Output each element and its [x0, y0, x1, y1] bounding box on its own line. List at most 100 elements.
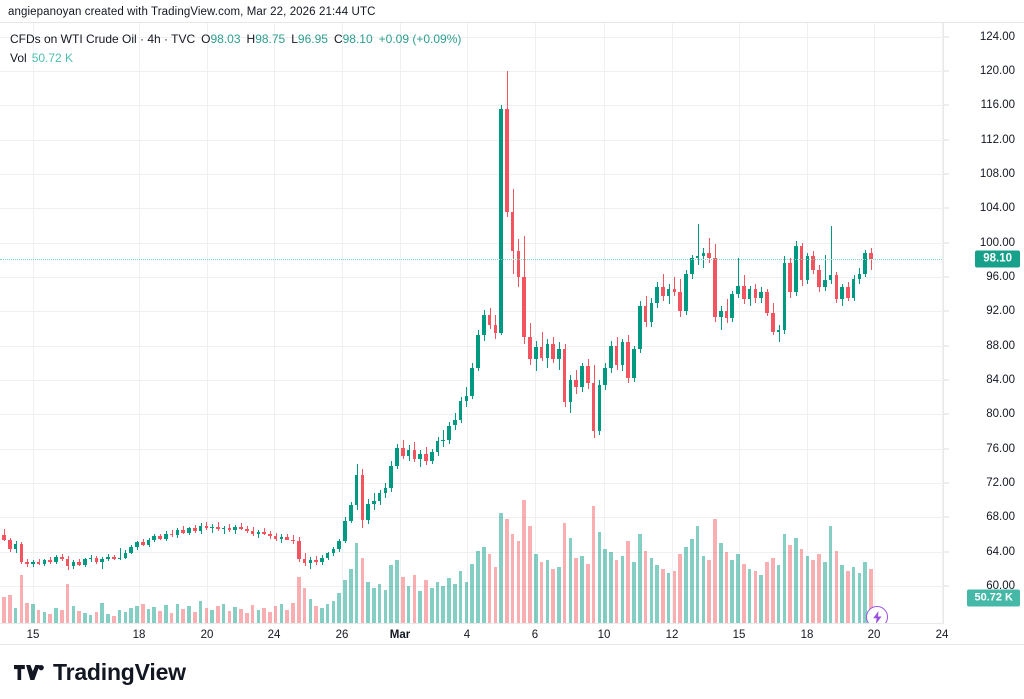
- volume-bar: [499, 513, 503, 623]
- price-tick-dash: [944, 413, 949, 415]
- candle-body: [383, 488, 388, 494]
- candle-wick: [703, 247, 705, 269]
- candle-wick: [217, 522, 219, 532]
- price-change: +0.09 (+0.09%): [378, 32, 462, 46]
- candle-body: [140, 542, 145, 545]
- candle-body: [499, 108, 503, 333]
- candle-body: [152, 536, 157, 540]
- volume-bar: [164, 605, 168, 623]
- chart-plot-area[interactable]: CFDs on WTI Crude Oil · 4h · TVC O98.03 H9…: [0, 23, 944, 623]
- volume-bar: [730, 559, 735, 623]
- price-axis-tick: 108.00: [979, 168, 1015, 180]
- volume-bar: [256, 610, 261, 623]
- candle-body: [372, 501, 376, 504]
- volume-bar: [464, 582, 469, 623]
- volume-bar: [210, 610, 214, 623]
- candle-wick: [824, 254, 826, 291]
- price-axis-tick: 76.00: [986, 442, 1015, 455]
- volume-bar: [372, 587, 376, 623]
- candle-body: [470, 368, 474, 397]
- price-tick-dash: [944, 242, 949, 244]
- gridline-vertical: [467, 23, 468, 623]
- volume-bar: [770, 558, 775, 623]
- close-value: 98.10: [342, 32, 373, 46]
- volume-bar: [857, 572, 862, 623]
- candle-body: [239, 526, 243, 530]
- price-tick-dash: [944, 276, 949, 278]
- gridline-horizontal: [0, 277, 943, 278]
- volume-bar: [25, 602, 29, 623]
- volume-bar: [268, 611, 272, 623]
- candle-body: [349, 505, 353, 521]
- price-axis-tick: 120.00: [979, 65, 1015, 78]
- volume-bar: [557, 567, 561, 623]
- candle-body: [510, 211, 515, 252]
- price-tick-dash: [944, 379, 949, 381]
- volume-bar: [447, 578, 451, 623]
- realtime-lightning-badge[interactable]: [866, 606, 888, 623]
- volume-bar: [649, 558, 654, 623]
- candle-body: [678, 292, 683, 312]
- volume-bar: [54, 608, 58, 623]
- footer-branding: TradingView: [0, 645, 1024, 699]
- volume-bar: [869, 569, 873, 623]
- candle-body: [210, 526, 214, 529]
- candle-body: [60, 556, 64, 560]
- volume-bar: [707, 559, 711, 623]
- candle-wick: [778, 325, 780, 343]
- candle-body: [481, 314, 486, 336]
- volume-bar: [626, 541, 631, 623]
- volume-bar: [48, 613, 53, 623]
- volume-bar: [285, 610, 289, 623]
- candle-body: [435, 440, 440, 453]
- volume-bar: [863, 561, 867, 623]
- volume-bar: [343, 580, 347, 623]
- candle-body: [603, 368, 607, 386]
- candle-wick: [206, 521, 208, 531]
- volume-bar: [643, 550, 648, 623]
- time-axis-tick: 12: [665, 629, 679, 641]
- candle-body: [753, 289, 758, 298]
- volume-bar: [701, 556, 706, 623]
- open-label: O: [201, 32, 211, 46]
- volume-bar: [181, 609, 185, 623]
- volume-bar: [377, 584, 382, 623]
- candle-body: [106, 556, 110, 559]
- volume-bar: [435, 582, 440, 623]
- time-axis[interactable]: 15 18 20 24 26 Mar 4 6 10 12 15 18 20 24: [0, 623, 948, 646]
- gridline-vertical: [535, 23, 536, 623]
- volume-bar: [510, 533, 515, 623]
- candle-body: [597, 385, 602, 432]
- volume-bar: [695, 526, 700, 623]
- volume-bar: [100, 602, 105, 623]
- legend-volume-row: Vol 50.72 K: [10, 50, 461, 66]
- candle-body: [794, 246, 798, 293]
- volume-bar: [320, 608, 324, 623]
- volume-bar: [250, 605, 255, 623]
- legend-main-row: CFDs on WTI Crude Oil · 4h · TVC O98.03 H9…: [10, 31, 461, 47]
- volume-bar: [481, 546, 486, 623]
- candle-wick: [102, 556, 104, 569]
- candle-body: [129, 546, 133, 553]
- candle-body: [135, 542, 139, 547]
- current-price-badge[interactable]: 98.10: [975, 250, 1020, 268]
- volume-bar: [412, 574, 417, 623]
- candle-body: [216, 526, 220, 530]
- candle-wick: [738, 258, 740, 298]
- volume-bar: [2, 597, 6, 623]
- candle-body: [545, 343, 550, 358]
- candle-body: [776, 330, 781, 332]
- price-axis[interactable]: 124.00 120.00 116.00 112.00 108.00 104.00 100.…: [944, 23, 1024, 623]
- candle-body: [533, 347, 538, 360]
- candle-body: [164, 533, 168, 539]
- current-volume-badge[interactable]: 50.72 K: [967, 589, 1020, 607]
- candle-body: [632, 349, 636, 379]
- price-tick-dash: [944, 585, 949, 587]
- volume-bar: [632, 561, 636, 623]
- symbol-title[interactable]: CFDs on WTI Crude Oil · 4h · TVC: [10, 32, 196, 46]
- candle-body: [429, 452, 434, 461]
- volume-bar: [776, 565, 781, 623]
- candle-body: [742, 285, 746, 300]
- candle-body: [828, 275, 833, 281]
